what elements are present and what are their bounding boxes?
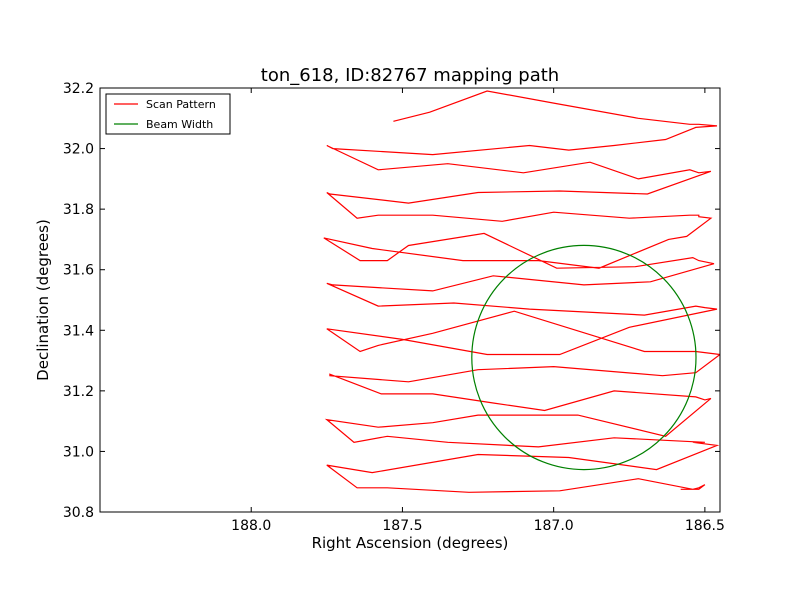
x-tick-label: 186.5 bbox=[685, 518, 725, 534]
legend-scan-pattern-label: Scan Pattern bbox=[146, 98, 216, 111]
y-tick-label: 31.8 bbox=[63, 202, 94, 218]
y-tick-label: 30.8 bbox=[63, 505, 94, 521]
y-tick-label: 31.6 bbox=[63, 263, 94, 279]
y-tick-label: 32.0 bbox=[63, 142, 94, 158]
legend-box bbox=[105, 93, 231, 135]
x-tick-label: 187.5 bbox=[382, 518, 422, 534]
plot-frame bbox=[99, 87, 721, 513]
beam-width-circle bbox=[471, 244, 697, 471]
y-tick-label: 31.0 bbox=[63, 444, 94, 460]
y-tick-label: 32.2 bbox=[63, 81, 94, 97]
y-tick-label: 31.2 bbox=[63, 384, 94, 400]
x-axis-label: Right Ascension (degrees) bbox=[312, 534, 509, 552]
x-tick-label: 188.0 bbox=[231, 518, 271, 534]
scan-pattern-line bbox=[323, 90, 720, 493]
chart-title: ton_618, ID:82767 mapping path bbox=[261, 65, 559, 86]
y-axis: 30.8 31.0 31.2 31.4 31.6 31.8 32.0 32.2 bbox=[63, 81, 720, 521]
plot-content bbox=[323, 90, 720, 493]
legend-beam-width-label: Beam Width bbox=[146, 118, 213, 131]
x-axis: 188.0 187.5 187.0 186.5 bbox=[231, 88, 725, 534]
y-axis-label: Declination (degrees) bbox=[34, 219, 52, 381]
legend: Scan Pattern Beam Width bbox=[105, 93, 231, 135]
x-tick-label: 187.0 bbox=[534, 518, 574, 534]
y-tick-label: 31.4 bbox=[63, 323, 94, 339]
